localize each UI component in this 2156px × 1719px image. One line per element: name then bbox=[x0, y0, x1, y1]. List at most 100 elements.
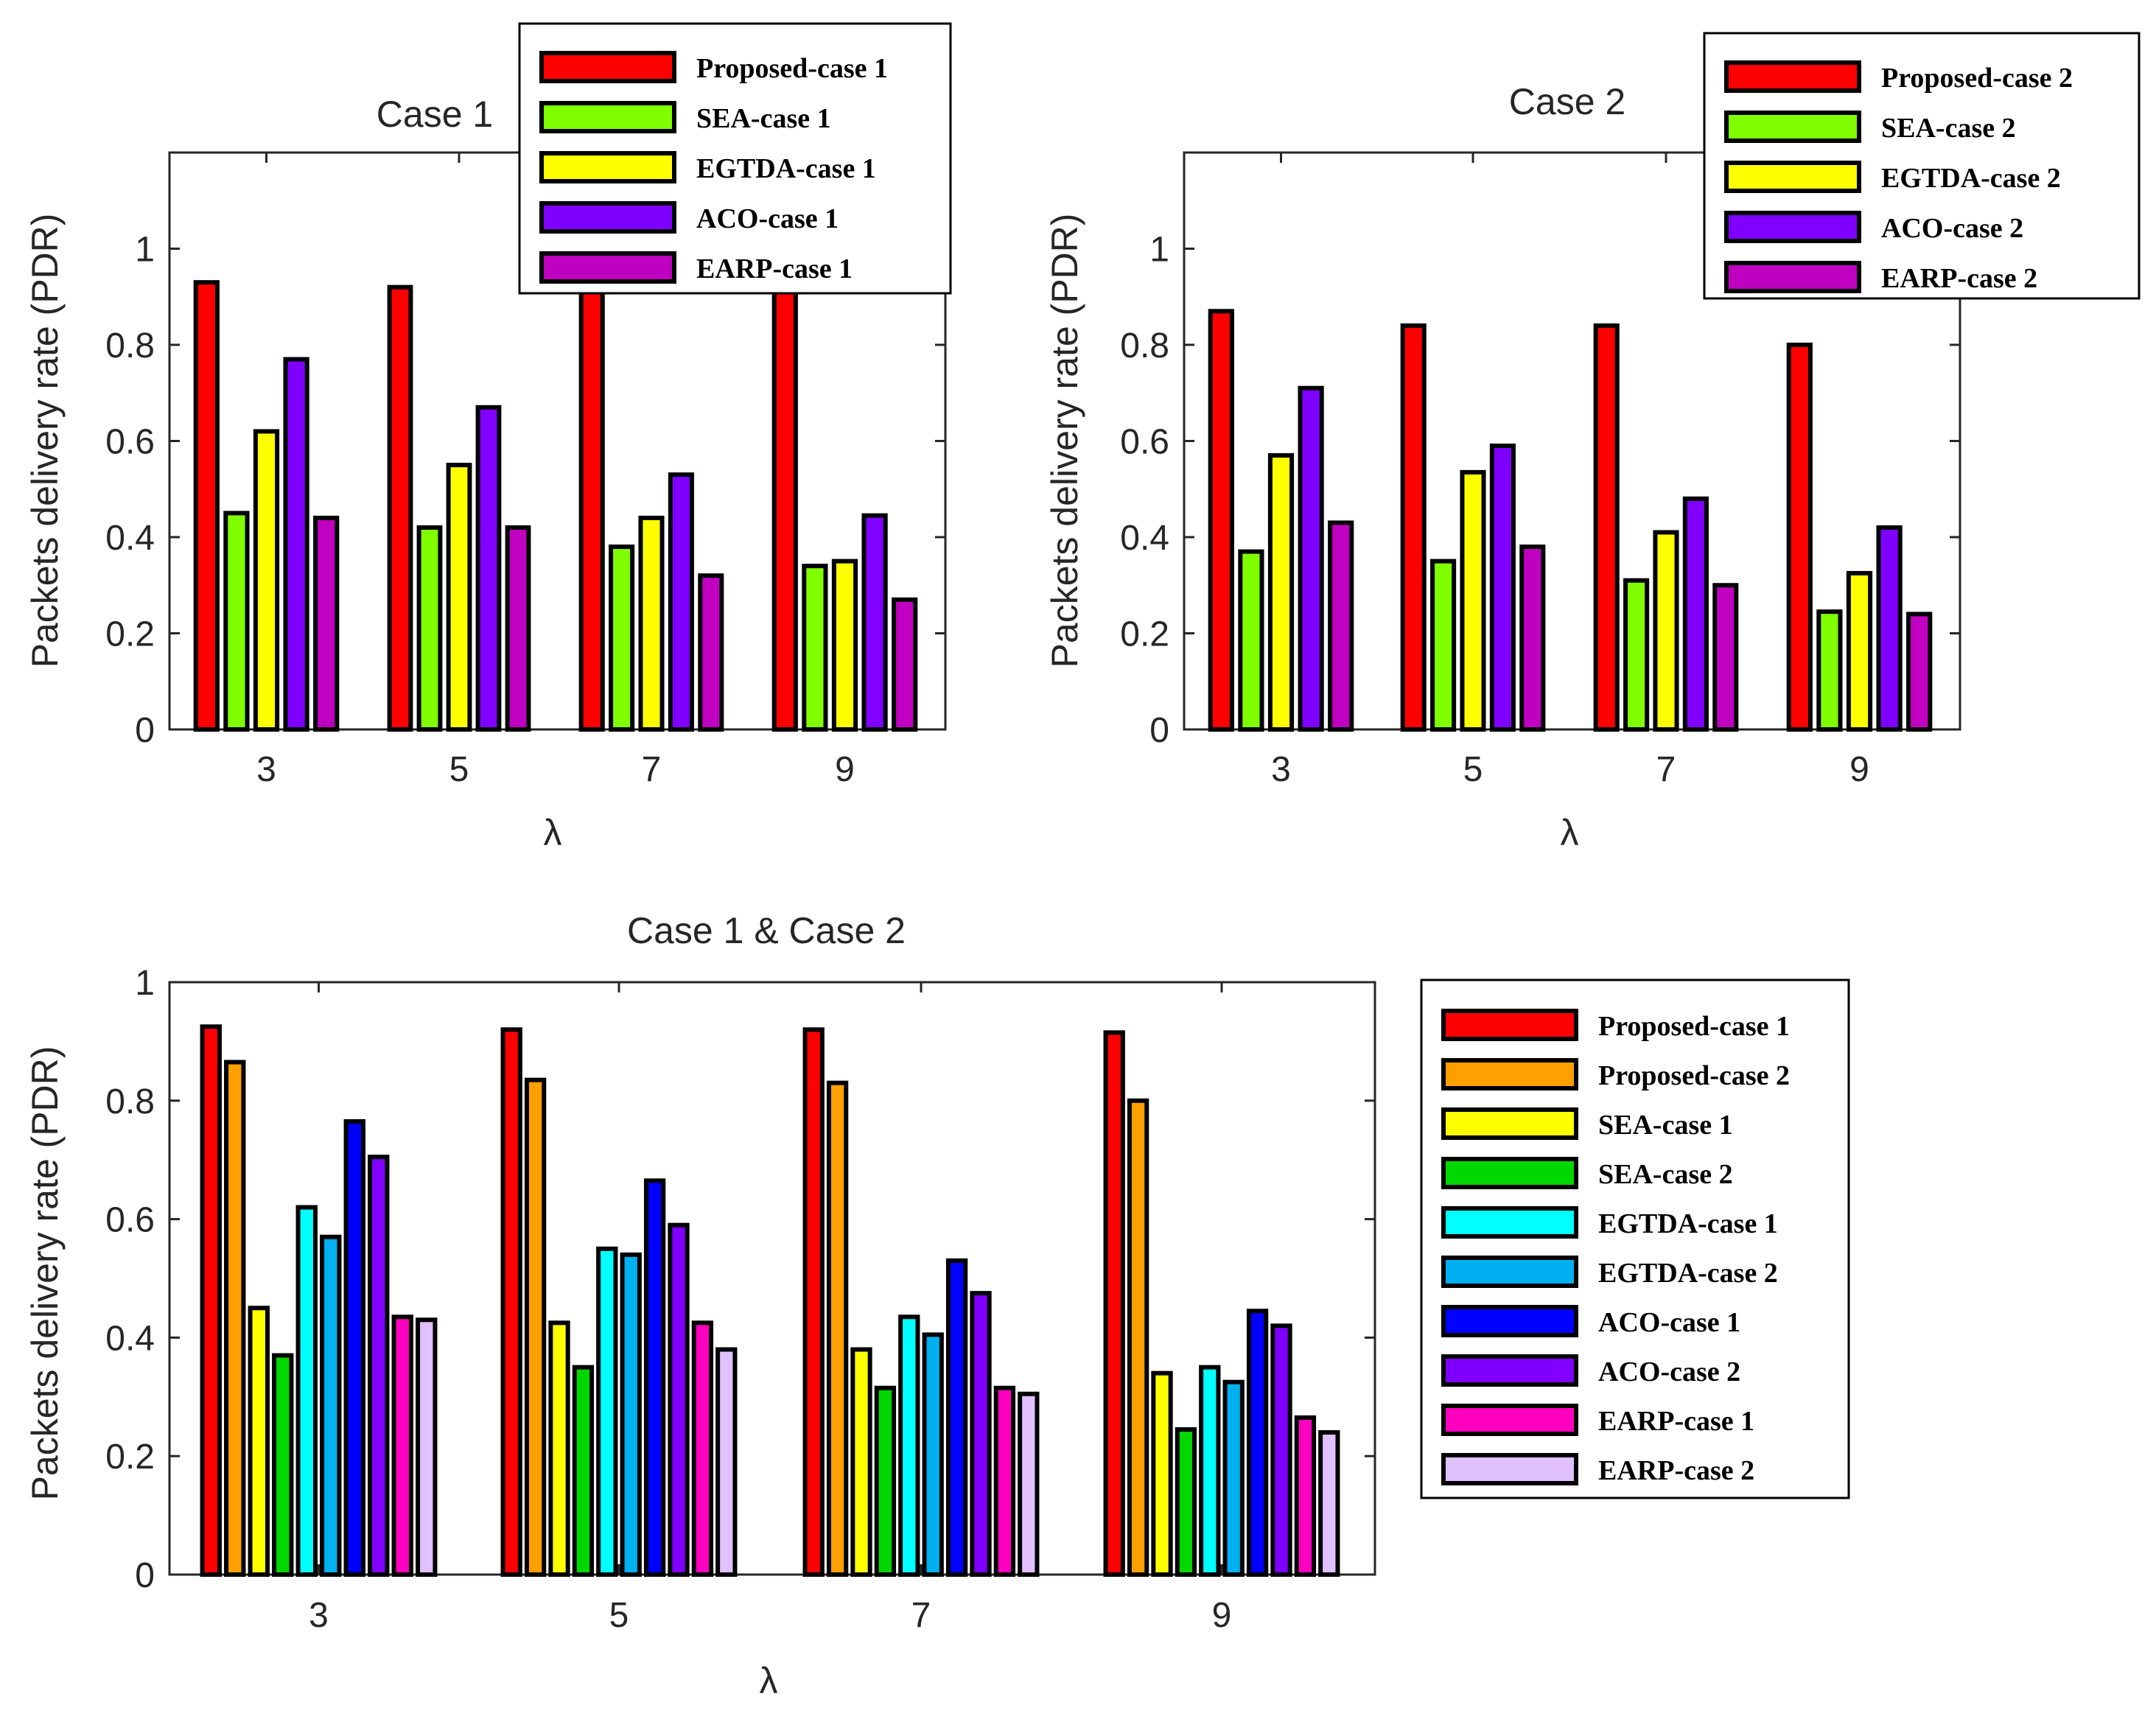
x-tick-label: 9 bbox=[835, 750, 855, 789]
legend-swatch bbox=[1441, 1305, 1578, 1337]
legend-swatch bbox=[1724, 161, 1861, 193]
legend-swatch bbox=[539, 151, 676, 183]
y-tick-label: 0.8 bbox=[105, 1082, 155, 1121]
bar-sea-case-2-9 bbox=[1816, 609, 1843, 732]
bar-proposed-case-1-3 bbox=[193, 280, 220, 732]
legend-entry: EGTDA-case 1 bbox=[696, 153, 876, 184]
legend-entry: Proposed-case 1 bbox=[696, 53, 888, 84]
bar-aco-case-2-9 bbox=[1876, 525, 1903, 732]
x-tick-label: 3 bbox=[309, 1596, 329, 1635]
bar-earp-case-1-3 bbox=[313, 515, 340, 732]
legend-swatch bbox=[539, 101, 676, 133]
bar-egtda-case-1-9 bbox=[1199, 1365, 1221, 1577]
chart-case1: 0 0.2 0.4 0.6 0.8 1 3 5 7 9 Case 1 λ Packets deliver… bbox=[24, 22, 952, 853]
y-tick-label: 0.6 bbox=[105, 423, 155, 462]
bar-sea-case-2-7 bbox=[1623, 578, 1650, 732]
bar-sea-case-1-9 bbox=[802, 564, 828, 732]
legend-entry: EARP-case 1 bbox=[696, 253, 853, 284]
y-tick-label: 0.2 bbox=[105, 615, 155, 654]
bar-proposed-case-1-5 bbox=[387, 284, 413, 732]
y-tick-label: 0.4 bbox=[105, 1319, 155, 1358]
x-tick-label: 3 bbox=[1271, 750, 1291, 789]
bar-proposed-case-1-7 bbox=[578, 284, 605, 732]
bar-proposed-case-2-3 bbox=[1208, 309, 1234, 732]
bar-proposed-case-2-9 bbox=[1786, 343, 1813, 732]
legend-swatch bbox=[539, 251, 676, 284]
legend: Proposed-case 1 SEA-case 1 EGTDA-case 1 ACO… bbox=[518, 22, 952, 295]
x-tick-label: 7 bbox=[642, 750, 662, 789]
bar-egtda-case-1-9 bbox=[831, 559, 858, 732]
bar-aco-case-2-5 bbox=[1489, 444, 1516, 732]
bar-sea-case-1-7 bbox=[850, 1347, 872, 1577]
bar-aco-case-1-3 bbox=[343, 1118, 365, 1577]
x-tick-label: 5 bbox=[449, 750, 469, 789]
y-axis-label: Packets delivery rate (PDR) bbox=[1044, 214, 1085, 668]
bar-egtda-case-1-3 bbox=[253, 429, 280, 732]
bar-sea-case-1-9 bbox=[1151, 1370, 1173, 1577]
chart-title: Case 1 bbox=[377, 94, 493, 135]
bar-egtda-case-2-9 bbox=[1222, 1379, 1245, 1577]
y-tick-label: 1 bbox=[1149, 231, 1169, 270]
legend-swatch bbox=[1724, 261, 1861, 293]
x-axis-label: λ bbox=[1561, 812, 1579, 853]
bar-egtda-case-2-3 bbox=[320, 1234, 342, 1577]
bar-egtda-case-2-5 bbox=[1460, 469, 1486, 732]
y-tick-label: 0.2 bbox=[1120, 615, 1169, 654]
x-tick-label: 5 bbox=[1463, 750, 1483, 789]
bar-earp-case-2-3 bbox=[416, 1317, 438, 1578]
x-tick-label: 7 bbox=[911, 1596, 931, 1635]
legend-swatch bbox=[1724, 111, 1861, 143]
bar-sea-case-2-9 bbox=[1175, 1427, 1197, 1578]
bar-sea-case-1-5 bbox=[548, 1320, 570, 1578]
legend: Proposed-case 2 SEA-case 2 EGTDA-case 2 ACO… bbox=[1703, 32, 2141, 300]
bar-egtda-case-2-7 bbox=[922, 1332, 944, 1577]
chart-title: Case 2 bbox=[1509, 81, 1625, 122]
legend-entry: SEA-case 2 bbox=[1881, 113, 2016, 144]
bar-proposed-case-2-3 bbox=[224, 1060, 246, 1578]
bar-sea-case-2-3 bbox=[1238, 549, 1264, 732]
bar-egtda-case-2-5 bbox=[620, 1252, 642, 1577]
bar-sea-case-1-7 bbox=[609, 545, 635, 732]
bar-proposed-case-1-9 bbox=[771, 290, 798, 732]
x-tick-label: 5 bbox=[609, 1596, 629, 1635]
bar-earp-case-1-7 bbox=[698, 573, 724, 732]
legend-entry: EARP-case 1 bbox=[1598, 1406, 1754, 1437]
bar-earp-case-2-5 bbox=[1519, 545, 1546, 732]
legend-swatch bbox=[1441, 1256, 1578, 1288]
legend-entry: ACO-case 2 bbox=[1598, 1356, 1740, 1387]
bar-proposed-case-2-9 bbox=[1127, 1098, 1149, 1578]
bar-earp-case-1-9 bbox=[892, 597, 918, 732]
y-tick-label: 1 bbox=[135, 231, 155, 270]
bar-proposed-case-2-5 bbox=[1400, 323, 1427, 732]
bar-proposed-case-2-5 bbox=[524, 1077, 547, 1578]
legend-swatch bbox=[1441, 1058, 1578, 1090]
y-tick-label: 0.4 bbox=[1120, 519, 1169, 558]
bar-aco-case-1-5 bbox=[475, 405, 502, 732]
legend-swatch bbox=[539, 51, 676, 83]
y-tick-label: 0.2 bbox=[105, 1438, 155, 1477]
bar-earp-case-2-3 bbox=[1328, 520, 1354, 732]
bar-aco-case-2-3 bbox=[1298, 385, 1324, 732]
legend-swatch bbox=[1724, 211, 1861, 243]
legend-entry: SEA-case 1 bbox=[696, 103, 831, 134]
bar-aco-case-1-5 bbox=[643, 1178, 666, 1577]
y-tick-label: 0.6 bbox=[1120, 423, 1169, 462]
bar-aco-case-1-3 bbox=[283, 357, 309, 732]
y-axis-label: Packets delivery rate (PDR) bbox=[24, 214, 66, 668]
bar-sea-case-2-5 bbox=[1430, 559, 1457, 732]
bar-aco-case-2-3 bbox=[368, 1155, 390, 1578]
bar-aco-case-2-7 bbox=[970, 1291, 992, 1577]
bar-proposed-case-1-9 bbox=[1103, 1030, 1125, 1577]
legend-entry: EGTDA-case 2 bbox=[1881, 163, 2061, 194]
y-axis-label: Packets delivery rate (PDR) bbox=[24, 1046, 66, 1501]
bar-sea-case-2-7 bbox=[874, 1385, 897, 1577]
x-tick-label: 9 bbox=[1212, 1596, 1232, 1635]
y-tick-label: 0.6 bbox=[105, 1201, 155, 1240]
legend-entry: ACO-case 1 bbox=[1598, 1307, 1740, 1338]
bar-egtda-case-1-7 bbox=[898, 1314, 920, 1577]
legend-entry: Proposed-case 1 bbox=[1598, 1011, 1790, 1042]
bar-aco-case-1-7 bbox=[945, 1258, 968, 1577]
y-tick-label: 0 bbox=[1149, 711, 1169, 750]
bar-earp-case-1-5 bbox=[505, 525, 531, 732]
